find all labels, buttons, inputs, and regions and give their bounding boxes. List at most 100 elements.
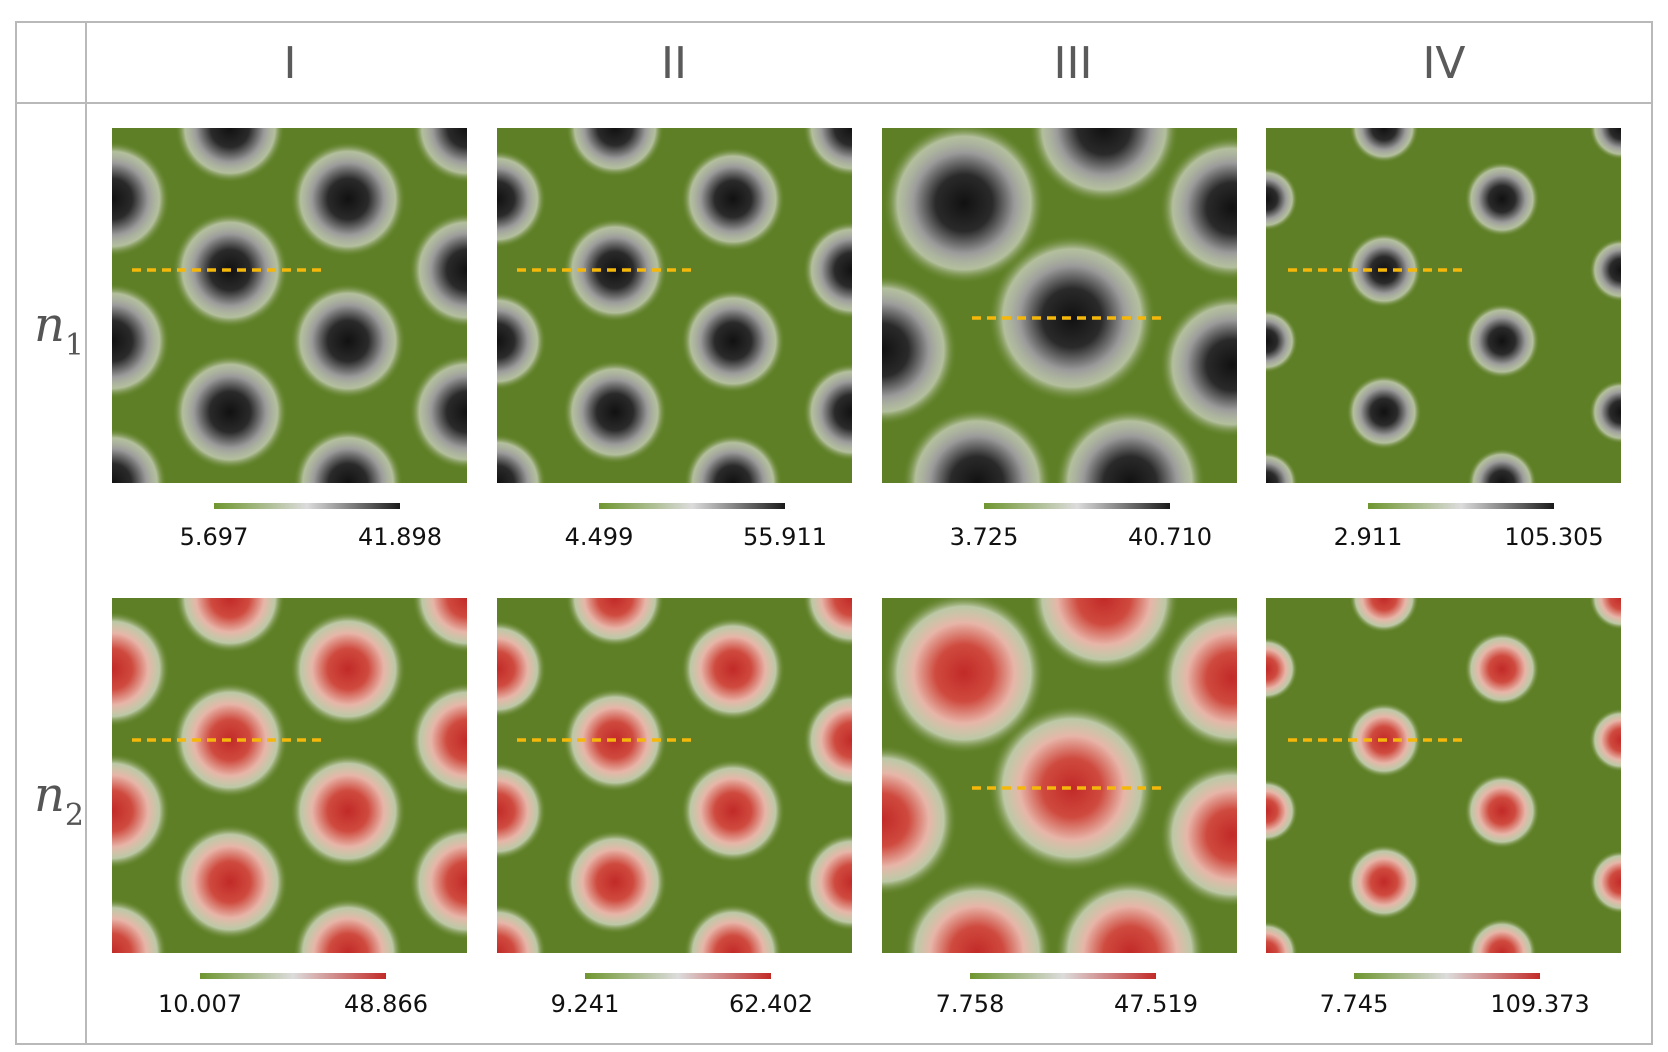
row-header-n1-sub: 1	[65, 328, 84, 363]
concentration-spot	[987, 703, 1157, 873]
row-header-n2-sub: 2	[65, 798, 84, 833]
heatmap-field	[497, 128, 852, 483]
concentration-spot	[497, 291, 547, 391]
heatmap-background	[112, 128, 467, 483]
concentration-spot	[882, 274, 958, 426]
concentration-spot	[882, 744, 958, 896]
heatmap-field	[112, 598, 467, 953]
colorbar-n2-III-min: 7.758	[936, 990, 1005, 1018]
heatmap-field	[497, 598, 852, 953]
concentration-spot	[1589, 598, 1621, 630]
column-header-4: IV	[1422, 38, 1465, 89]
concentration-spot	[1266, 779, 1298, 843]
concentration-spot	[1054, 877, 1206, 953]
concentration-spot	[802, 598, 852, 648]
concentration-spot	[172, 354, 288, 470]
concentration-spot	[1464, 631, 1540, 707]
concentration-spot	[1464, 303, 1540, 379]
colorbar-n1-I: 5.697 41.898	[180, 503, 442, 551]
concentration-spot	[1349, 598, 1419, 633]
concentration-spot	[1346, 374, 1422, 450]
table-frame	[15, 21, 1653, 1045]
concentration-spot	[1589, 128, 1621, 160]
concentration-spot	[1467, 448, 1537, 483]
concentration-spot	[174, 128, 286, 184]
concentration-spot	[1266, 451, 1298, 483]
colorbar-n1-III-max: 40.710	[1128, 523, 1212, 551]
concentration-spot	[409, 212, 467, 328]
colorbar-n2-II-max: 62.402	[729, 990, 813, 1018]
concentration-spot	[1266, 309, 1298, 373]
colorbar-n2-I: 10.007 48.866	[158, 973, 428, 1018]
concentration-spot	[112, 427, 168, 483]
colorbar-n1-II-max: 55.911	[743, 523, 827, 551]
heatmap-field	[1266, 598, 1621, 953]
concentration-spot	[1159, 292, 1237, 438]
concentration-spot	[497, 903, 547, 953]
row-header-n2-var: n	[34, 767, 65, 823]
concentration-spot	[174, 598, 286, 654]
concentration-spot	[1589, 380, 1621, 444]
colorbar-n2-IV-max: 109.373	[1490, 990, 1589, 1018]
concentration-spot	[1464, 773, 1540, 849]
colorbar-n2-II-bar	[585, 973, 771, 979]
concentration-spot	[802, 832, 852, 932]
colorbar-n1-IV: 2.911 105.305	[1334, 503, 1604, 551]
row-header-n2: n2	[34, 767, 84, 833]
concentration-spot	[112, 611, 170, 727]
concentration-spot	[1467, 918, 1537, 953]
concentration-spot	[112, 283, 170, 399]
heatmap-background	[1266, 128, 1621, 483]
colorbar-n2-I-max: 48.866	[344, 990, 428, 1018]
colorbar-n2-IV-bar	[1354, 973, 1540, 979]
concentration-spot	[290, 141, 406, 257]
concentration-spot	[562, 359, 668, 465]
concentration-spot	[1349, 128, 1419, 163]
heatmap-n2-III	[882, 598, 1237, 953]
heatmap-n2-I	[112, 598, 467, 953]
concentration-spot	[409, 682, 467, 798]
concentration-spot	[565, 128, 665, 178]
concentration-spot	[987, 233, 1157, 403]
concentration-spot	[411, 598, 467, 654]
column-header-2: II	[661, 38, 687, 89]
concentration-spot	[1266, 637, 1298, 701]
colorbar-n2-IV: 7.745 109.373	[1320, 973, 1590, 1018]
colorbar-n1-II-bar	[599, 503, 785, 509]
heatmap-n1-IV	[1266, 128, 1621, 483]
concentration-spot	[680, 146, 786, 252]
colorbar-n2-I-bar	[200, 973, 386, 979]
concentration-spot	[802, 362, 852, 462]
concentration-spot	[112, 897, 168, 953]
row-header-n1-var: n	[34, 297, 65, 353]
concentration-spot	[1028, 598, 1180, 674]
concentration-spot	[882, 598, 1046, 755]
column-header-3: III	[1054, 38, 1093, 89]
concentration-spot	[901, 407, 1053, 483]
concentration-spot	[901, 877, 1053, 953]
colorbar-n1-III-min: 3.725	[950, 523, 1019, 551]
colorbar-n1-II: 4.499 55.911	[565, 503, 827, 551]
concentration-spot	[409, 824, 467, 940]
colorbar-n1-I-bar	[214, 503, 400, 509]
concentration-spot	[562, 829, 668, 935]
concentration-spot	[112, 753, 170, 869]
concentration-spot	[292, 427, 404, 483]
heatmap-n2-IV	[1266, 598, 1621, 953]
colorbar-n1-III: 3.725 40.710	[950, 503, 1212, 551]
concentration-spot	[802, 128, 852, 178]
column-header-1: I	[284, 38, 297, 89]
heatmap-background	[497, 598, 852, 953]
concentration-spot	[680, 616, 786, 722]
colorbar-n2-III-bar	[970, 973, 1156, 979]
concentration-spot	[497, 761, 547, 861]
concentration-spot	[497, 619, 547, 719]
heatmap-background	[112, 598, 467, 953]
concentration-spot	[680, 758, 786, 864]
concentration-spot	[683, 903, 783, 953]
colorbar-n1-IV-min: 2.911	[1334, 523, 1403, 551]
concentration-spot	[112, 141, 170, 257]
heatmap-field	[112, 128, 467, 483]
concentration-spot	[1346, 844, 1422, 920]
